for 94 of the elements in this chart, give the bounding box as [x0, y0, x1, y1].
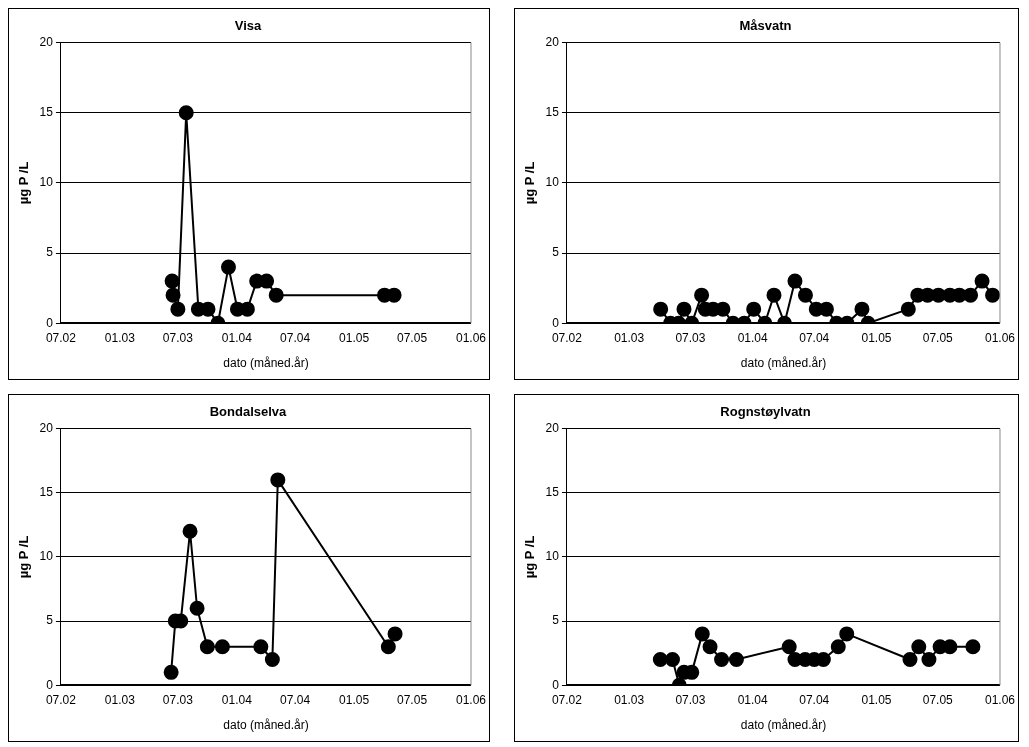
point [902, 652, 918, 668]
point [911, 639, 927, 655]
y-axis-title: µg P /L [522, 161, 538, 205]
x-axis-title: dato (måned.år) [223, 356, 309, 371]
x-tick-label: 07.05 [922, 692, 954, 707]
y-tick-label: 10 [545, 549, 560, 564]
x-tick-label: 01.05 [861, 330, 892, 345]
x-tick-label: 07.02 [551, 692, 583, 707]
point [387, 626, 403, 642]
point [839, 626, 855, 642]
point [965, 639, 981, 655]
y-tick-label: 5 [552, 245, 560, 260]
chart-title: Rognstøylvatn [720, 404, 811, 420]
y-tick-label: 15 [545, 485, 560, 500]
y-tick-label: 5 [46, 245, 54, 260]
x-tick-label: 01.03 [614, 330, 645, 345]
x-tick-label: 07.02 [45, 330, 77, 345]
x-tick-label: 07.05 [397, 330, 428, 345]
y-axis-title: µg P /L [522, 535, 538, 579]
x-tick-label: 01.04 [737, 692, 769, 707]
point [728, 652, 744, 668]
y-tick-label: 5 [46, 613, 54, 628]
y-tick-label: 0 [46, 677, 54, 692]
y-tick-label: 10 [545, 175, 560, 190]
y-tick-label: 0 [552, 677, 560, 692]
x-tick-label: 01.06 [455, 330, 487, 345]
x-axis-title: dato (måned.år) [223, 718, 309, 733]
x-axis-title: dato (måned.år) [740, 718, 827, 733]
point [270, 472, 286, 488]
x-tick-label: 01.06 [984, 330, 1016, 345]
point [268, 287, 284, 303]
x-tick-label: 01.04 [221, 692, 253, 707]
x-tick-label: 07.05 [922, 330, 954, 345]
x-tick-label: 01.05 [861, 692, 892, 707]
point [830, 639, 846, 655]
x-tick-label: 01.06 [984, 692, 1016, 707]
y-tick-label: 10 [39, 175, 54, 190]
point [259, 273, 275, 289]
y-tick-label: 10 [39, 549, 54, 564]
y-axis-title: µg P /L [16, 535, 32, 579]
x-tick-label: 01.06 [455, 692, 487, 707]
x-tick-label: 01.04 [221, 330, 253, 345]
point [214, 639, 230, 655]
point [694, 626, 710, 642]
point [702, 639, 718, 655]
point [189, 600, 205, 616]
x-tick-label: 01.05 [339, 330, 370, 345]
x-tick-label: 01.03 [614, 692, 645, 707]
y-axis-title: µg P /L [16, 161, 32, 205]
point [781, 639, 797, 655]
y-tick-label: 0 [46, 315, 54, 330]
x-tick-label: 07.02 [551, 330, 583, 345]
point [199, 639, 215, 655]
point [652, 652, 668, 668]
x-tick-label: 07.04 [280, 692, 311, 707]
x-tick-label: 07.03 [675, 692, 706, 707]
point [170, 301, 186, 317]
point [220, 259, 236, 275]
point [178, 105, 194, 121]
y-tick-label: 20 [545, 34, 560, 49]
point [380, 639, 396, 655]
y-tick-label: 0 [552, 315, 560, 330]
x-tick-label: 07.04 [799, 330, 830, 345]
x-tick-label: 07.05 [397, 692, 428, 707]
x-tick-label: 07.03 [675, 330, 706, 345]
x-tick-label: 07.04 [799, 692, 830, 707]
x-tick-label: 07.02 [45, 692, 77, 707]
x-tick-label: 01.05 [339, 692, 370, 707]
y-tick-label: 15 [39, 105, 54, 120]
point [165, 287, 181, 303]
point [665, 652, 680, 668]
y-tick-label: 5 [552, 613, 560, 628]
point [264, 652, 280, 668]
chart-title: Måsvatn [739, 18, 792, 34]
point [164, 273, 180, 289]
x-tick-label: 01.03 [104, 692, 136, 707]
point [253, 639, 269, 655]
x-axis-title: dato (måned.år) [740, 356, 827, 371]
x-tick-label: 01.04 [737, 330, 769, 345]
y-tick-label: 20 [39, 34, 54, 49]
chart-title: Bondalselva [209, 404, 288, 420]
x-tick-label: 01.03 [104, 330, 136, 345]
x-tick-label: 07.03 [162, 692, 194, 707]
point [182, 523, 198, 539]
y-tick-label: 15 [39, 485, 54, 500]
x-tick-label: 07.04 [280, 330, 311, 345]
chart-title: Visa [234, 18, 263, 34]
y-tick-label: 20 [39, 420, 54, 435]
y-tick-label: 20 [545, 420, 560, 435]
point [163, 664, 179, 680]
point [921, 652, 937, 668]
y-tick-label: 15 [545, 105, 560, 120]
point [714, 652, 730, 668]
x-tick-label: 07.03 [162, 330, 194, 345]
